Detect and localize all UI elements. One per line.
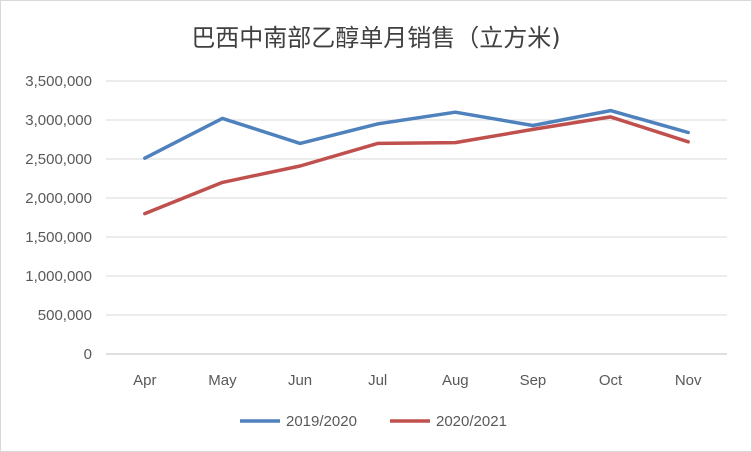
x-tick-label: Aug bbox=[442, 372, 469, 389]
x-tick-label: Jun bbox=[288, 372, 312, 389]
y-tick-label: 1,000,000 bbox=[25, 268, 92, 285]
x-axis-ticks: Apr May Jun Jul Aug Sep Oct Nov bbox=[133, 372, 702, 389]
y-tick-label: 500,000 bbox=[38, 307, 92, 324]
legend-label: 2020/2021 bbox=[436, 413, 507, 430]
y-tick-label: 1,500,000 bbox=[25, 229, 92, 246]
x-tick-label: Apr bbox=[133, 372, 156, 389]
chart-title: 巴西中南部乙醇单月销售（立方米) bbox=[191, 24, 561, 52]
series-line-1 bbox=[143, 108, 690, 160]
y-tick-label: 3,000,000 bbox=[25, 112, 92, 129]
legend-label: 2019/2020 bbox=[286, 413, 357, 430]
y-tick-label: 2,000,000 bbox=[25, 190, 92, 207]
gridlines bbox=[106, 80, 727, 355]
x-tick-label: Sep bbox=[520, 372, 547, 389]
y-tick-label: 0 bbox=[84, 346, 92, 363]
series-lines bbox=[143, 108, 690, 216]
y-tick-label: 3,500,000 bbox=[25, 73, 92, 90]
x-tick-label: May bbox=[208, 372, 237, 389]
x-tick-label: Nov bbox=[675, 372, 702, 389]
x-tick-label: Oct bbox=[599, 372, 623, 389]
y-axis-ticks: 0 500,000 1,000,000 1,500,000 2,000,000 2,500… bbox=[25, 73, 92, 363]
y-tick-label: 2,500,000 bbox=[25, 151, 92, 168]
series-line-2 bbox=[143, 115, 690, 216]
legend: 2019/2020 2020/2021 bbox=[240, 413, 507, 430]
x-tick-label: Jul bbox=[368, 372, 387, 389]
